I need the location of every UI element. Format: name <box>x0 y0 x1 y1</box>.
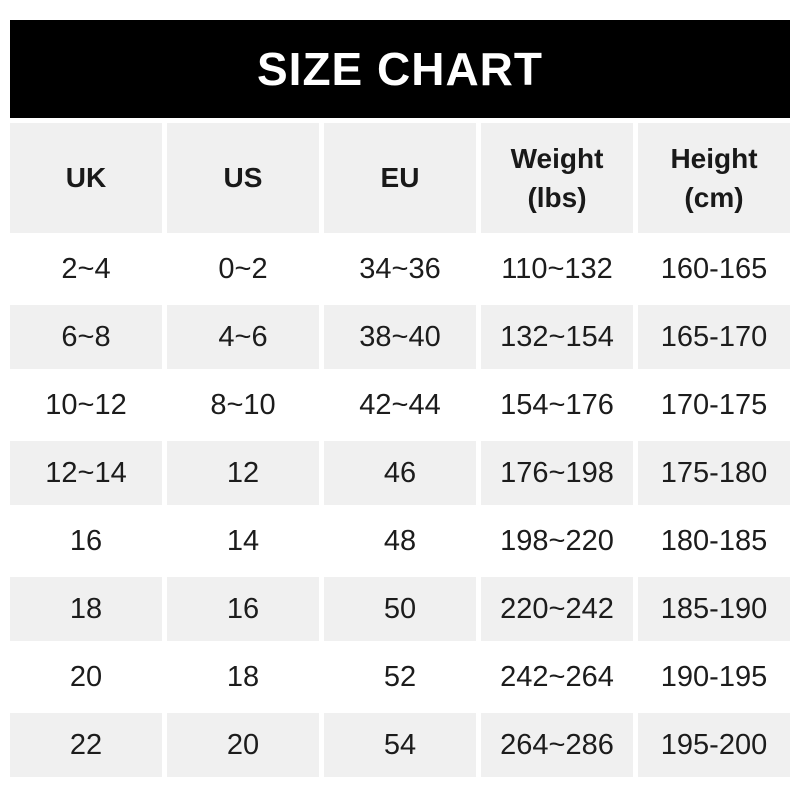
table-cell: 132~154 <box>481 305 633 369</box>
table-cell: 50 <box>324 577 476 641</box>
table-cell: 170-175 <box>638 373 790 437</box>
table-cell: 2~4 <box>10 237 162 301</box>
table-cell: 175-180 <box>638 441 790 505</box>
page-title: SIZE CHART <box>257 43 543 95</box>
table-cell: 20 <box>10 645 162 709</box>
table-cell: 110~132 <box>481 237 633 301</box>
table-cell: 0~2 <box>167 237 319 301</box>
table-cell: 52 <box>324 645 476 709</box>
table-cell: 8~10 <box>167 373 319 437</box>
table-cell: 16 <box>10 509 162 573</box>
table-cell: 16 <box>167 577 319 641</box>
column-header-uk: UK <box>10 123 162 233</box>
table-cell: 195-200 <box>638 713 790 777</box>
table-cell: 42~44 <box>324 373 476 437</box>
table-cell: 46 <box>324 441 476 505</box>
table-cell: 34~36 <box>324 237 476 301</box>
table-cell: 48 <box>324 509 476 573</box>
table-cell: 176~198 <box>481 441 633 505</box>
column-header-eu: EU <box>324 123 476 233</box>
table-cell: 198~220 <box>481 509 633 573</box>
table-cell: 160-165 <box>638 237 790 301</box>
table-cell: 6~8 <box>10 305 162 369</box>
table-cell: 12~14 <box>10 441 162 505</box>
size-table: UK US EU Weight (lbs) Height (cm) 2~4 0~… <box>10 123 790 777</box>
table-cell: 165-170 <box>638 305 790 369</box>
table-cell: 54 <box>324 713 476 777</box>
table-cell: 242~264 <box>481 645 633 709</box>
table-cell: 20 <box>167 713 319 777</box>
table-cell: 18 <box>10 577 162 641</box>
column-header-us: US <box>167 123 319 233</box>
table-cell: 190-195 <box>638 645 790 709</box>
column-header-weight: Weight (lbs) <box>481 123 633 233</box>
table-cell: 4~6 <box>167 305 319 369</box>
table-cell: 220~242 <box>481 577 633 641</box>
table-cell: 180-185 <box>638 509 790 573</box>
table-cell: 18 <box>167 645 319 709</box>
table-cell: 38~40 <box>324 305 476 369</box>
table-cell: 185-190 <box>638 577 790 641</box>
table-cell: 264~286 <box>481 713 633 777</box>
table-cell: 154~176 <box>481 373 633 437</box>
table-cell: 22 <box>10 713 162 777</box>
table-cell: 14 <box>167 509 319 573</box>
table-cell: 12 <box>167 441 319 505</box>
table-cell: 10~12 <box>10 373 162 437</box>
column-header-height: Height (cm) <box>638 123 790 233</box>
title-bar: SIZE CHART <box>10 20 790 118</box>
